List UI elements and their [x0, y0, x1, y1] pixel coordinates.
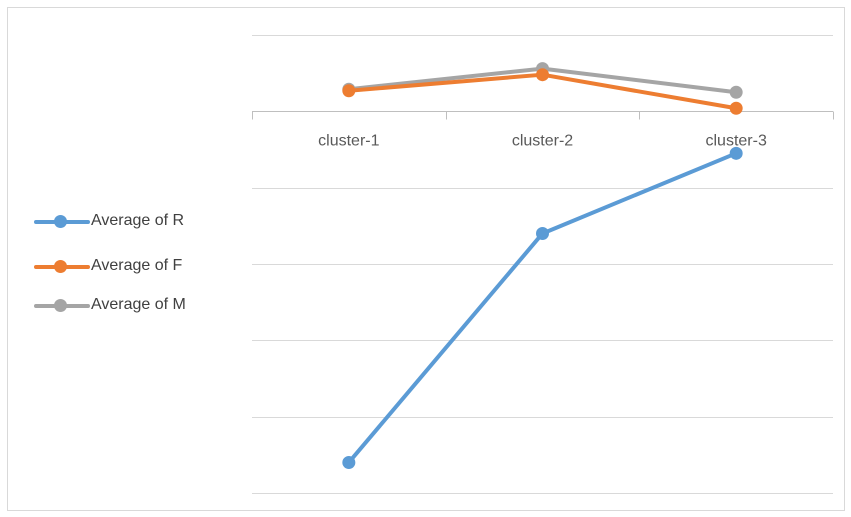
- legend-label-m: Average of M: [91, 296, 186, 313]
- x-axis: cluster-1 cluster-2 cluster-3: [252, 111, 834, 150]
- series-layer: [342, 62, 743, 469]
- legend-marker-m: [54, 299, 67, 312]
- legend-item-r: Average of R: [34, 210, 254, 232]
- legend-item-f: Average of F: [34, 255, 254, 277]
- x-tick-label: cluster-2: [512, 133, 573, 150]
- gridlines: [252, 35, 833, 494]
- legend-item-m: Average of M: [34, 294, 254, 316]
- data-point: [729, 85, 743, 99]
- series-line: [346, 151, 739, 465]
- data-point: [342, 84, 356, 98]
- legend-label-r: Average of R: [91, 212, 185, 229]
- series-2: [342, 68, 743, 115]
- data-point: [536, 68, 549, 82]
- data-point: [536, 226, 549, 240]
- data-point: [729, 101, 743, 115]
- data-point: [729, 146, 743, 160]
- series-1: [342, 146, 743, 469]
- x-tick-label: cluster-1: [318, 133, 379, 150]
- legend-marker-r: [54, 215, 67, 228]
- legend-marker-f: [54, 260, 67, 273]
- x-tick-label: cluster-3: [705, 133, 766, 150]
- legend-label-f: Average of F: [91, 257, 183, 274]
- chart-frame: [7, 7, 845, 511]
- data-point: [342, 455, 356, 469]
